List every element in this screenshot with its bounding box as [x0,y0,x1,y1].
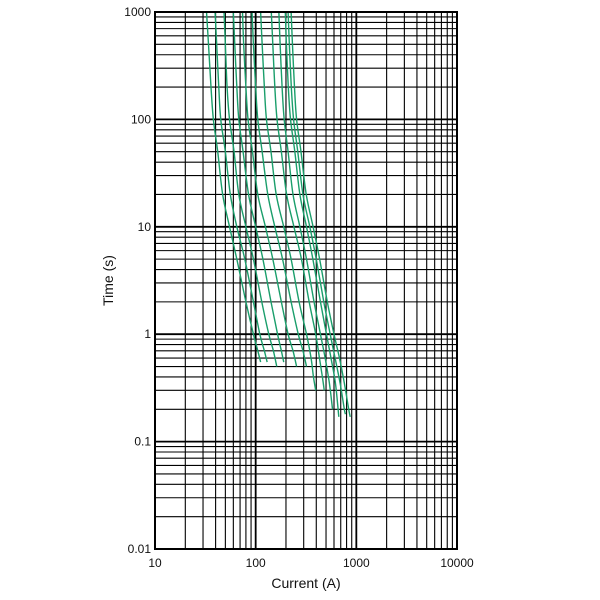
y-tick-label: 0.01 [128,542,152,556]
x-tick-label: 1000 [343,556,370,570]
curve-line-2 [214,11,268,363]
y-tick-label: 10 [138,220,152,234]
fuse-curves [205,11,351,417]
curve-line-1 [205,11,262,363]
x-axis-title: Current (A) [271,575,340,591]
curve-line-9 [278,11,334,410]
curve-line-11 [287,11,347,415]
curve-line-12 [290,11,351,417]
y-tick-label: 100 [131,112,151,126]
x-tick-label: 10000 [440,556,474,570]
curve-line-10 [284,11,340,417]
x-tick-labels: 10 100 1000 10000 [148,556,474,570]
curve-line-8 [270,11,325,391]
y-tick-label: 1 [144,327,151,341]
curve-line-5 [241,11,298,367]
y-tick-label: 1000 [124,5,151,19]
y-tick-label: 0.1 [134,435,151,449]
y-tick-labels: 0.01 0.1 1 10 100 1000 [124,5,151,556]
curve-line-6 [251,11,308,367]
x-tick-label: 100 [246,556,266,570]
plot-frame [154,11,458,550]
curve-line-3 [223,11,278,367]
curve-line-4 [232,11,285,363]
y-axis-title: Time (s) [100,255,116,306]
curve-line-7 [259,11,317,391]
x-tick-label: 10 [148,556,162,570]
grid-minor [155,12,457,549]
